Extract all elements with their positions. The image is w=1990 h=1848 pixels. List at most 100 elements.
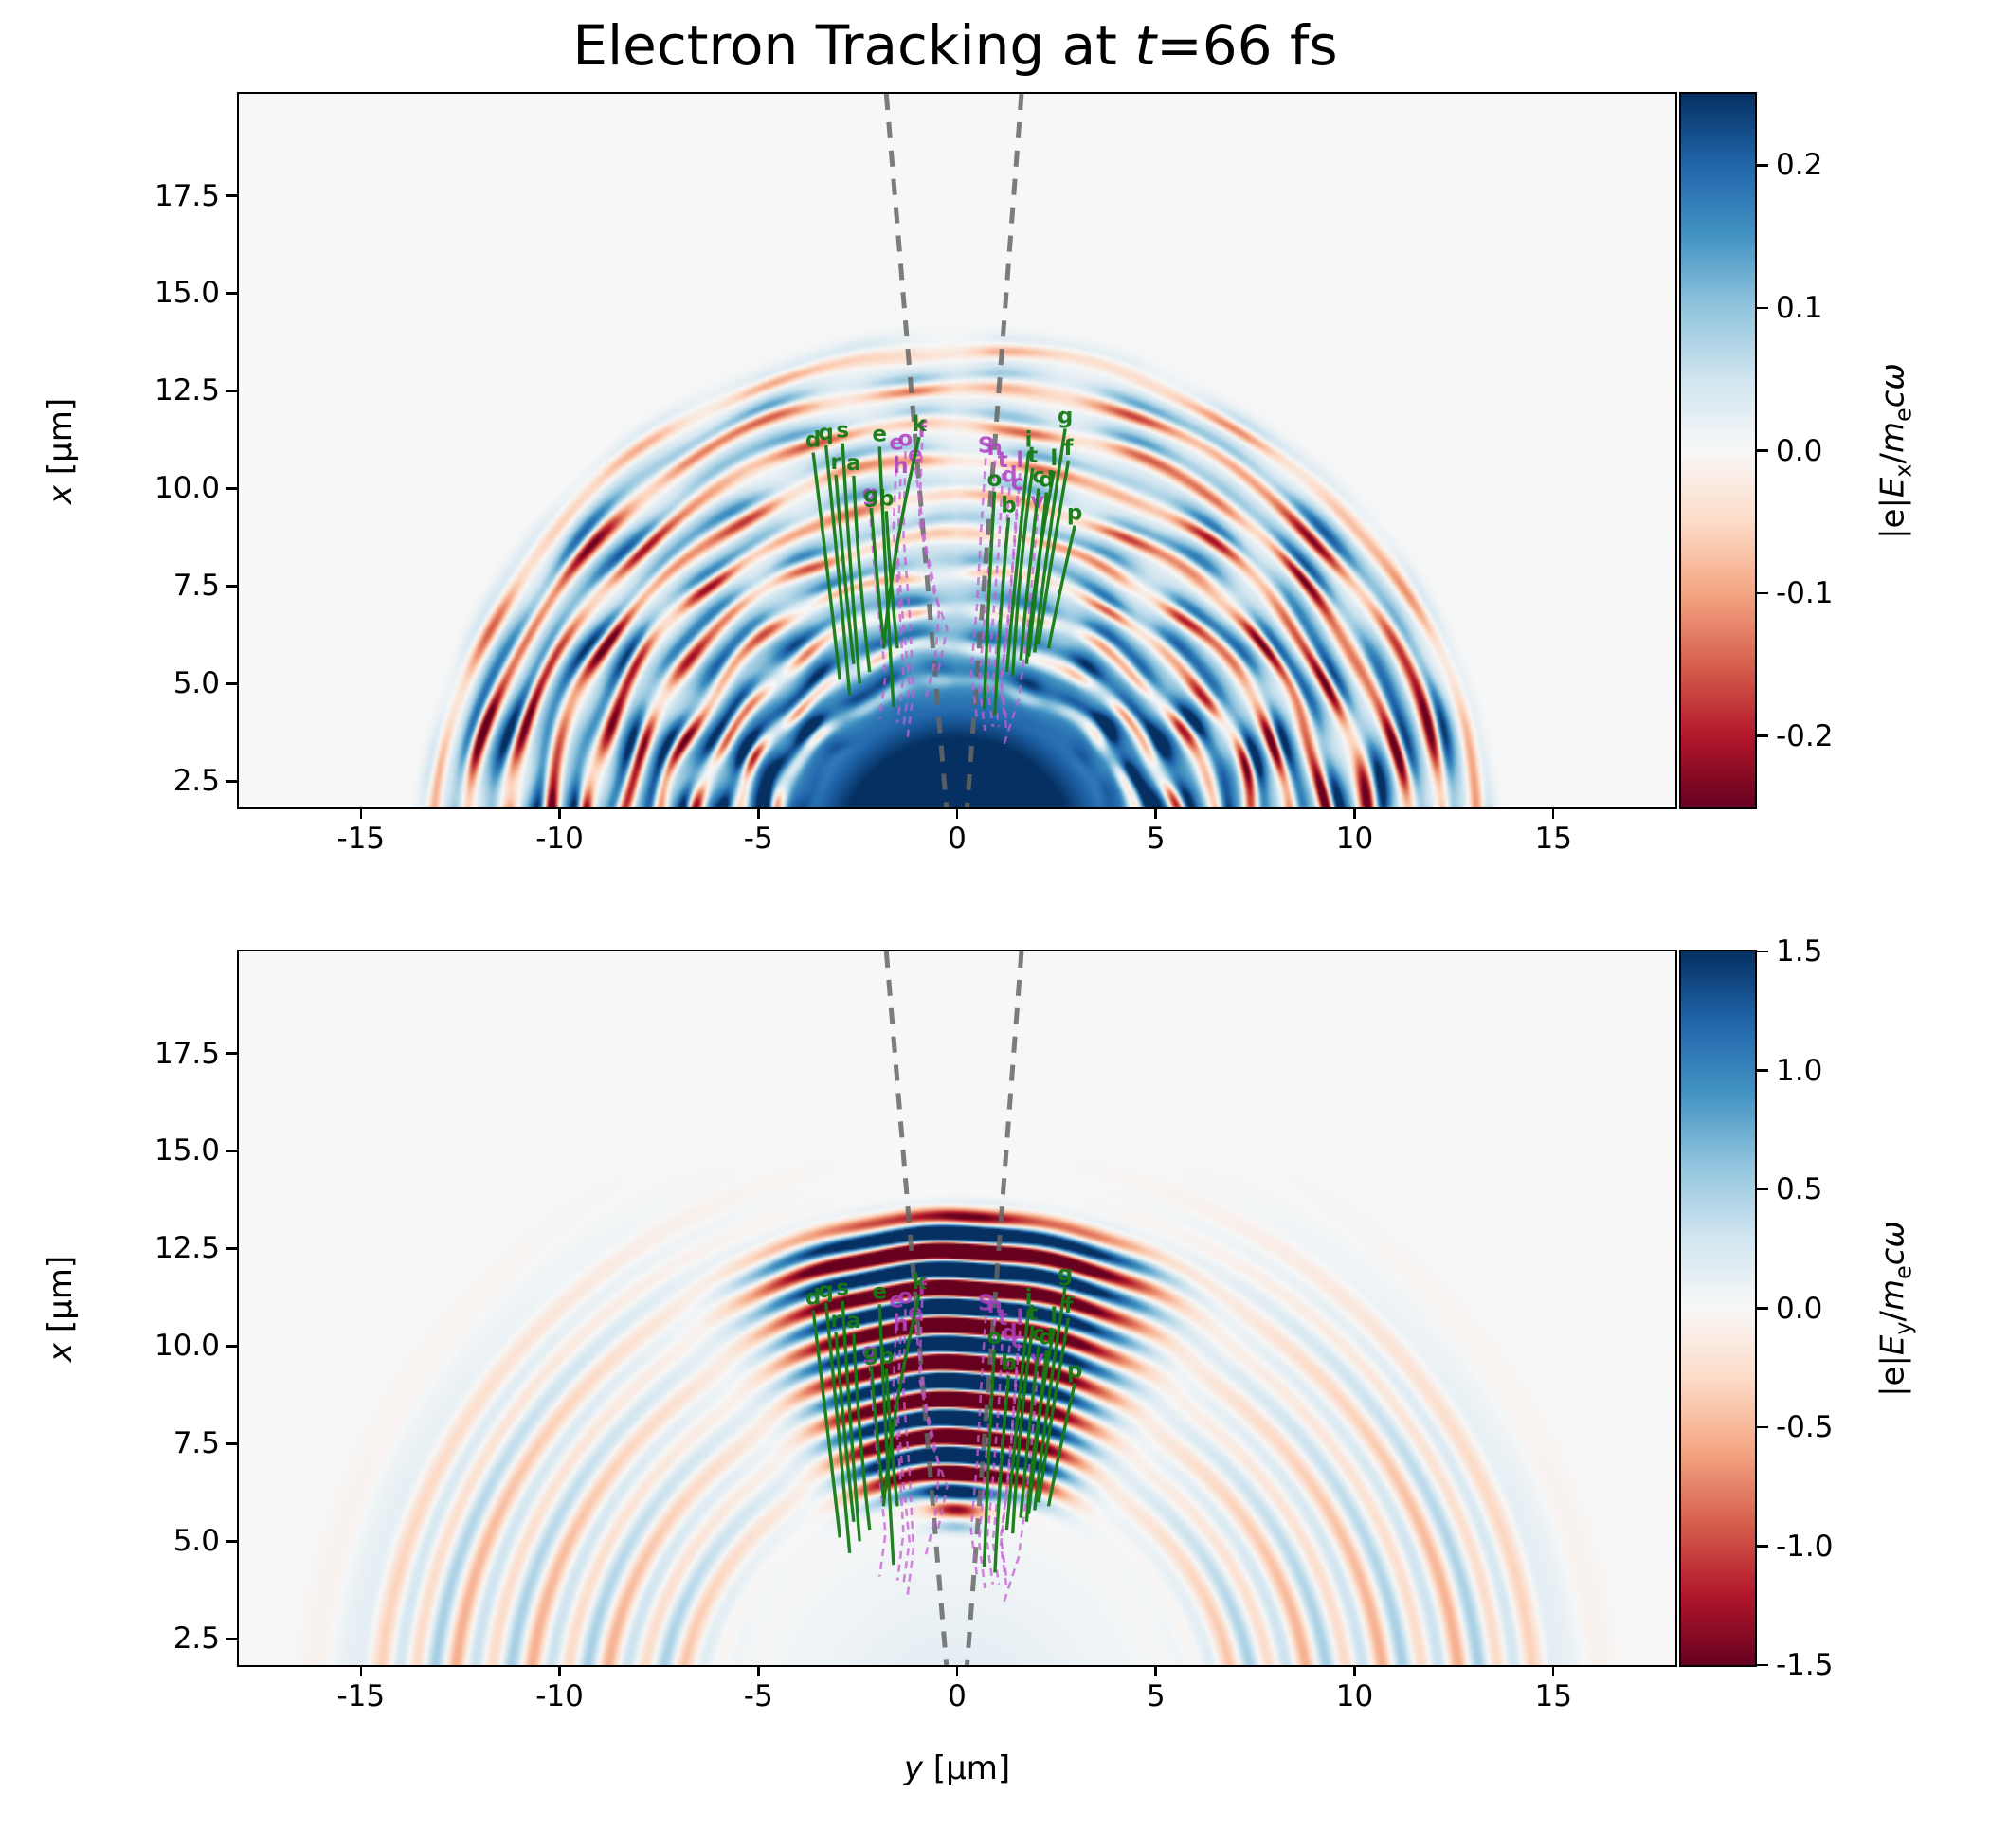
- magenta-electron-marker: f: [917, 1276, 928, 1300]
- colorbar-tick-label: 1.5: [1776, 934, 1823, 969]
- magenta-electron-track: [986, 472, 1004, 727]
- green-electron-track: [834, 474, 856, 664]
- magenta-electron-marker: h: [893, 454, 908, 479]
- magenta-electron-track: [917, 1299, 949, 1534]
- magenta-electron-marker: S: [978, 1291, 994, 1315]
- magenta-electron-track: [977, 1317, 997, 1589]
- green-electron-marker: q: [818, 1278, 833, 1303]
- y-tick-label: 17.5: [154, 178, 220, 213]
- magenta-electron-track: [892, 455, 905, 723]
- y-tick-label: 5.0: [172, 1524, 220, 1559]
- colorbar-tick-mark: [1757, 950, 1768, 953]
- green-electron-track: [1026, 492, 1049, 657]
- green-electron-track: [1026, 1350, 1049, 1514]
- x-tick-mark: [1154, 1665, 1157, 1676]
- label-part: x: [1890, 463, 1917, 478]
- green-electron-track: [993, 517, 1011, 716]
- magenta-electron-track: [1001, 514, 1039, 749]
- label-part: =66 fs: [1156, 13, 1338, 78]
- label-part: x: [42, 1342, 80, 1362]
- label-part: c: [1873, 1247, 1912, 1265]
- green-electron-marker: f: [1063, 436, 1074, 461]
- label-part: e: [1890, 1264, 1917, 1279]
- y-tick-mark: [226, 1540, 237, 1543]
- green-electron-track: [1033, 1286, 1067, 1511]
- green-electron-marker: p: [1067, 501, 1082, 526]
- green-electron-track: [1011, 1325, 1035, 1534]
- label-part: /: [1873, 452, 1912, 464]
- x-tick-mark: [1551, 1665, 1555, 1676]
- x-tick-mark: [955, 1665, 959, 1676]
- colorbar-tick-mark: [1757, 164, 1768, 167]
- label-part: m: [1873, 421, 1912, 453]
- green-electron-marker: o: [987, 467, 1003, 492]
- y-tick-mark: [226, 487, 237, 490]
- magenta-electron-track: [892, 1313, 905, 1581]
- y-tick-label: 5.0: [172, 666, 220, 701]
- label-part: y: [903, 1749, 924, 1787]
- colorbar-tick-label: 0.0: [1776, 1291, 1823, 1326]
- green-electron-track: [884, 1368, 899, 1507]
- green-electron-track: [852, 1332, 872, 1531]
- green-electron-marker: t: [1027, 1301, 1038, 1326]
- colorbar-ex: |e|Ex/mecω 0.2 0.1 0.0 -0.1 -0.2: [1679, 92, 1916, 809]
- green-electron-marker: q: [818, 421, 833, 445]
- magenta-electron-marker: e: [889, 1288, 904, 1313]
- green-electron-track: [877, 446, 896, 708]
- colorbar-tick-label: -0.1: [1776, 576, 1834, 611]
- magenta-electron-marker: o: [898, 1284, 914, 1309]
- x-tick-mark: [1154, 807, 1157, 819]
- y-tick-mark: [226, 1052, 237, 1055]
- colorbar-tick-mark: [1757, 1069, 1768, 1072]
- green-electron-track: [869, 507, 886, 642]
- label-part: Electron Tracking at: [572, 13, 1135, 78]
- label-part: ω: [1873, 1220, 1912, 1248]
- magenta-electron-marker: g: [861, 481, 877, 506]
- y-tick-label: 10.0: [154, 1329, 220, 1364]
- y-tick-label: 12.5: [154, 1231, 220, 1266]
- colorbar-tick-label: 0.1: [1776, 290, 1823, 325]
- cone-dashed-line: [964, 93, 1024, 808]
- x-tick-mark: [1551, 807, 1555, 819]
- colorbar-ey: |e|Ey/mecω 1.5 1.0 0.5 0.0 -0.5 -1.0 -1.5: [1679, 934, 1916, 1682]
- x-tick-label: 0: [948, 822, 967, 856]
- y-tick-label: 7.5: [172, 569, 220, 604]
- magenta-electron-track: [896, 1336, 912, 1585]
- x-tick-label: 15: [1534, 822, 1572, 856]
- magenta-electron-marker: e: [889, 430, 904, 455]
- green-electron-track: [1037, 1317, 1071, 1503]
- colorbar-tick-label: -1.5: [1776, 1648, 1834, 1682]
- colorbar-tick-label: -0.2: [1776, 718, 1834, 753]
- y-tick-mark: [226, 1345, 237, 1348]
- magenta-electron-track: [969, 458, 987, 719]
- green-electron-marker: f: [1063, 1294, 1074, 1318]
- magenta-electron-track: [1001, 1371, 1039, 1606]
- magenta-electron-marker: c: [1011, 471, 1024, 496]
- magenta-electron-marker: l: [1016, 448, 1023, 473]
- green-electron-marker: g: [863, 1341, 878, 1366]
- colorbar-label-ex: |e|Ex/mecω: [1874, 363, 1917, 539]
- green-electron-marker: d: [805, 1286, 821, 1311]
- magenta-electron-track: [999, 1330, 1022, 1581]
- y-tick-label: 2.5: [172, 1622, 220, 1657]
- green-electron-track: [1046, 1383, 1076, 1507]
- green-electron-track: [869, 1365, 886, 1499]
- green-electron-track: [852, 475, 872, 673]
- label-part: m: [1873, 1278, 1912, 1311]
- magenta-electron-marker: t: [998, 1306, 1008, 1331]
- green-electron-marker: d: [1039, 1326, 1054, 1350]
- y-tick-mark: [226, 682, 237, 685]
- magenta-electron-marker: c: [1011, 1329, 1024, 1353]
- x-tick-label: -10: [535, 1679, 584, 1713]
- green-electron-track: [877, 1304, 896, 1566]
- label-part: [µm]: [923, 1749, 1011, 1787]
- magenta-electron-marker: d: [1002, 1321, 1017, 1346]
- colorbar-tick-mark: [1757, 591, 1768, 595]
- colorbar-tick-label: 1.0: [1776, 1053, 1823, 1088]
- green-electron-marker: d: [1039, 468, 1054, 493]
- green-electron-track: [841, 443, 861, 684]
